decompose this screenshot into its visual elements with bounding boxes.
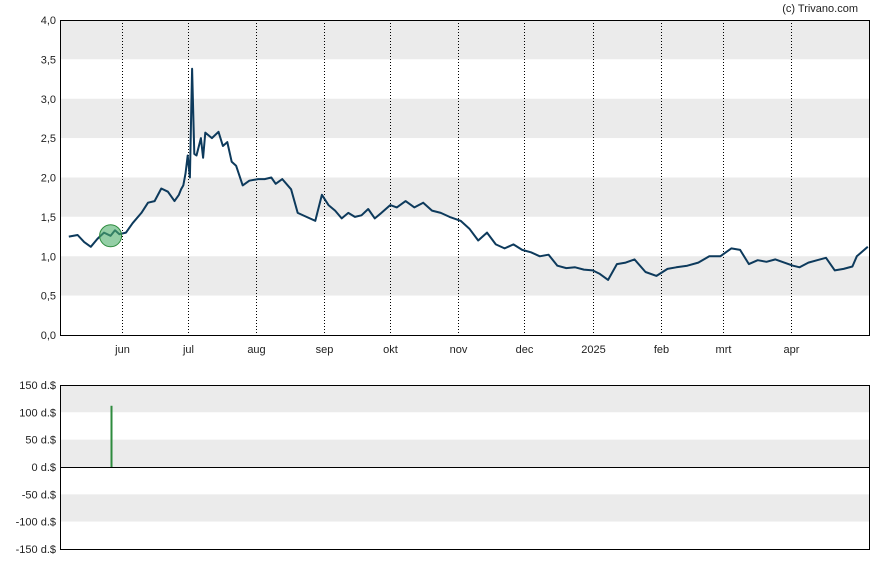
price-y-tick-label: 2,0 <box>41 173 56 185</box>
volume-band <box>60 494 870 522</box>
price-band <box>60 177 870 217</box>
price-band <box>60 98 870 139</box>
price-y-tick-label: 1,5 <box>41 212 56 224</box>
x-tick-label: mrt <box>716 344 732 356</box>
event-marker[interactable] <box>99 224 123 248</box>
price-y-tick-label: 0,5 <box>41 291 56 303</box>
price-band <box>60 20 870 60</box>
volume-panel-frame <box>60 385 870 550</box>
credit-label: (c) Trivano.com <box>782 3 858 15</box>
price-band <box>60 295 870 335</box>
x-tick-label: jun <box>114 344 130 356</box>
volume-y-tick-label: 0 d.$ <box>32 462 56 474</box>
volume-y-tick-label: 100 d.$ <box>19 407 56 419</box>
price-y-tick-label: 3,0 <box>41 94 56 106</box>
price-panel-frame <box>60 20 870 336</box>
x-tick-label: aug <box>247 344 265 356</box>
volume-y-tick-label: 50 d.$ <box>25 435 56 447</box>
x-tick-label: okt <box>383 344 398 356</box>
x-tick-label: nov <box>450 344 468 356</box>
x-tick-label: jul <box>182 344 194 356</box>
volume-y-tick-label: -100 d.$ <box>16 517 56 529</box>
volume-band <box>60 521 870 549</box>
volume-band <box>60 412 870 440</box>
volume-band <box>60 467 870 495</box>
price-band <box>60 216 870 257</box>
x-tick-label: feb <box>654 344 669 356</box>
price-y-tick-label: 4,0 <box>41 15 56 27</box>
x-tick-label: dec <box>516 344 534 356</box>
x-tick-label: 2025 <box>581 344 605 356</box>
price-band <box>60 256 870 296</box>
price-panel: 0,0 0,5 1,0 1,5 2,0 2,5 3,0 3,5 4,0 jun jul aug sep… <box>41 15 870 356</box>
price-y-tick-label: 1,0 <box>41 251 56 263</box>
x-tick-label: sep <box>316 344 334 356</box>
price-y-tick-label: 3,5 <box>41 54 56 66</box>
price-y-tick-label: 0,0 <box>41 330 56 342</box>
price-band <box>60 138 870 178</box>
volume-y-tick-label: 150 d.$ <box>19 380 56 392</box>
volume-band <box>60 439 870 467</box>
volume-y-tick-label: -150 d.$ <box>16 544 56 556</box>
price-y-tick-label: 2,5 <box>41 133 56 145</box>
price-line <box>68 67 869 281</box>
x-tick-label: apr <box>784 344 800 356</box>
volume-y-tick-label: -50 d.$ <box>22 489 56 501</box>
volume-panel: 150 d.$ 100 d.$ 50 d.$ 0 d.$ -50 d.$ -100 d.$… <box>16 380 870 556</box>
price-band <box>60 59 870 99</box>
volume-band <box>60 385 870 413</box>
